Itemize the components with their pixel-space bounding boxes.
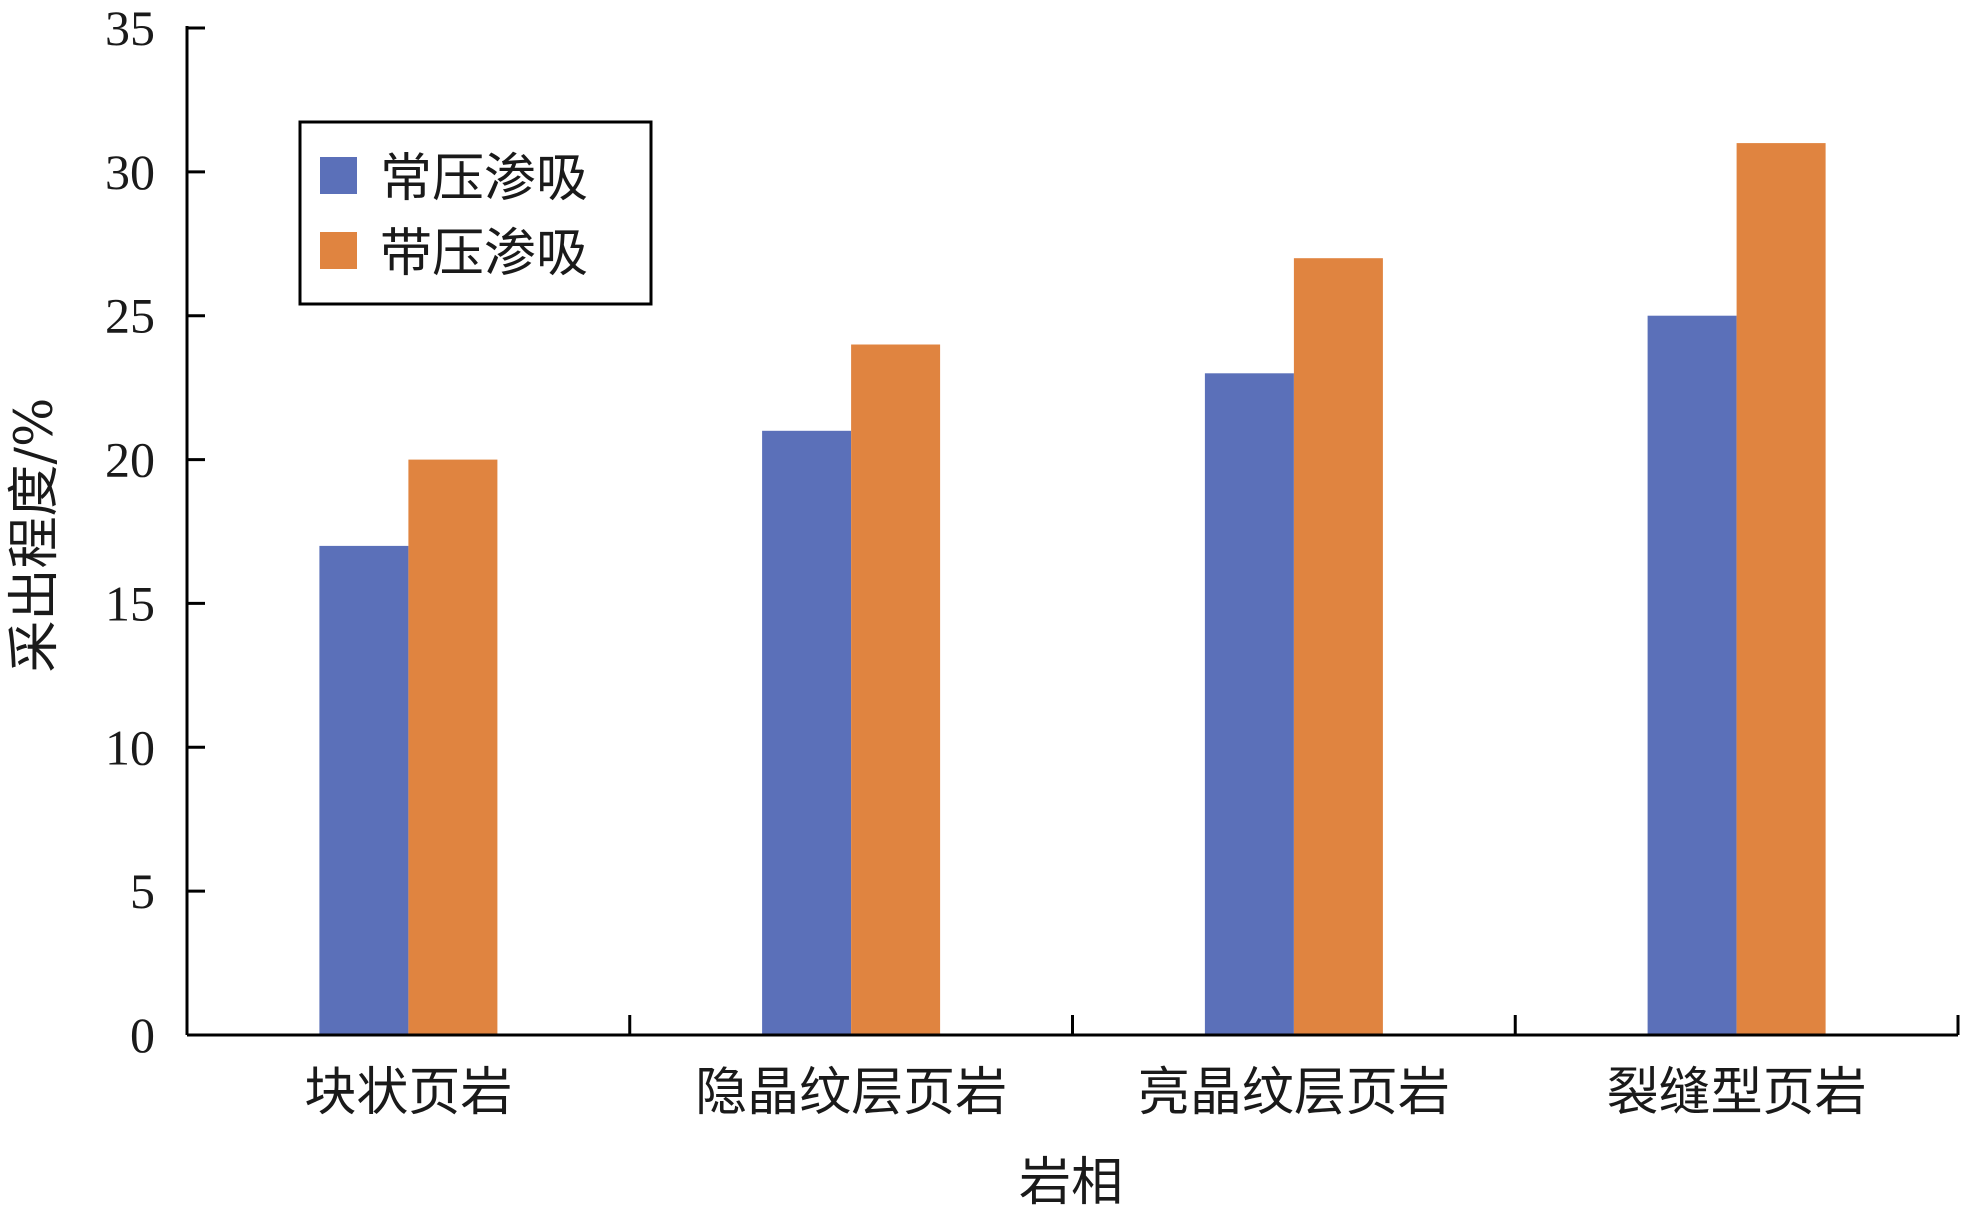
- y-tick-label-4: 15: [105, 575, 155, 631]
- legend-swatch-series-1: [320, 157, 357, 194]
- y-tick-label-8: 35: [105, 0, 155, 56]
- bar-series-1-cat-1: [319, 545, 409, 1035]
- y-axis-title: 采出程度/%: [5, 398, 65, 673]
- bar-series-1-cat-2: [762, 430, 852, 1035]
- x-category-label-3: 亮晶纹层页岩: [1138, 1063, 1450, 1123]
- y-tick-label-1: 0: [130, 1007, 155, 1063]
- axes: [185, 26, 1960, 1037]
- bar-series-1-cat-3: [1204, 373, 1294, 1035]
- legend-box: [298, 120, 653, 306]
- bar-series-1-cat-4: [1647, 315, 1737, 1035]
- y-tick-label-2: 5: [130, 863, 155, 919]
- bars: [319, 143, 1826, 1036]
- legend-label-series-2: 带压渗吸: [380, 224, 588, 284]
- x-category-label-4: 裂缝型页岩: [1607, 1063, 1867, 1123]
- y-tick-label-7: 30: [105, 144, 155, 200]
- bar-series-2-cat-4: [1736, 143, 1826, 1036]
- x-axis-title: 岩相: [1019, 1153, 1123, 1213]
- bar-series-2-cat-2: [851, 344, 941, 1035]
- y-tick-label-3: 10: [105, 719, 155, 775]
- bar-series-2-cat-1: [408, 459, 498, 1036]
- legend-label-series-1: 常压渗吸: [380, 149, 588, 209]
- x-category-label-2: 隐晶纹层页岩: [695, 1063, 1007, 1123]
- legend-swatch-series-2: [320, 232, 357, 269]
- y-tick-label-5: 20: [105, 432, 155, 488]
- legend: 常压渗吸 带压渗吸: [298, 120, 653, 306]
- bar-series-2-cat-3: [1293, 258, 1383, 1035]
- y-tick-label-6: 25: [105, 288, 155, 344]
- x-category-label-1: 块状页岩: [304, 1063, 512, 1123]
